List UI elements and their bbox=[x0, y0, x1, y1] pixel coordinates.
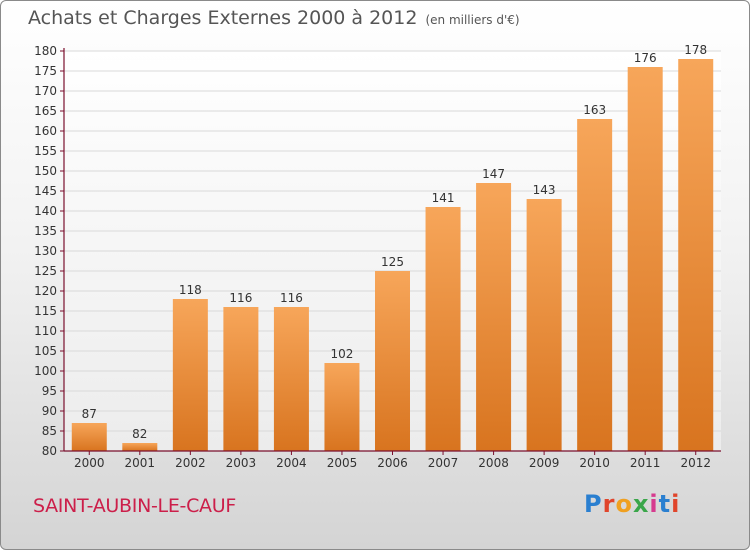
data-label: 87 bbox=[82, 407, 97, 421]
x-tick-label: 2009 bbox=[529, 456, 560, 470]
y-tick-label: 95 bbox=[42, 384, 57, 398]
x-tick-label: 2002 bbox=[175, 456, 206, 470]
y-tick-label: 115 bbox=[34, 304, 57, 318]
y-tick-label: 155 bbox=[34, 144, 57, 158]
chart-title-block: Achats et Charges Externes 2000 à 2012 (e… bbox=[28, 7, 520, 29]
data-label: 118 bbox=[179, 283, 202, 297]
bar bbox=[627, 67, 663, 451]
x-tick-label: 2003 bbox=[226, 456, 257, 470]
logo-letter: t bbox=[658, 490, 672, 518]
bar bbox=[324, 363, 360, 451]
logo-letter: o bbox=[615, 490, 633, 518]
bar bbox=[577, 119, 613, 451]
logo-letter: x bbox=[632, 490, 650, 518]
logo-letter: r bbox=[602, 490, 616, 518]
chart-unit: (en milliers d'€) bbox=[425, 13, 520, 27]
x-tick-label: 2004 bbox=[276, 456, 307, 470]
axes bbox=[60, 48, 721, 455]
proxiti-logo: Proxiti bbox=[584, 490, 680, 518]
y-tick-label: 90 bbox=[42, 404, 57, 418]
data-label: 176 bbox=[634, 51, 657, 65]
y-tick-label: 160 bbox=[34, 124, 57, 138]
x-tick-label: 2001 bbox=[125, 456, 156, 470]
x-tick-label: 2010 bbox=[579, 456, 610, 470]
y-tick-label: 80 bbox=[42, 444, 57, 458]
y-tick-label: 140 bbox=[34, 204, 57, 218]
y-tick-label: 145 bbox=[34, 184, 57, 198]
data-label: 116 bbox=[280, 291, 303, 305]
bars bbox=[71, 59, 714, 451]
y-tick-label: 165 bbox=[34, 104, 57, 118]
labels: 80 85 90 95 100 105 110 115 120 125 130 135 140 145 15… bbox=[34, 43, 711, 470]
y-tick-label: 120 bbox=[34, 284, 57, 298]
bar bbox=[273, 307, 309, 451]
logo-letter: P bbox=[584, 490, 603, 518]
chart-title: Achats et Charges Externes 2000 à 2012 bbox=[28, 7, 418, 29]
y-tick-label: 105 bbox=[34, 344, 57, 358]
y-tick-label: 85 bbox=[42, 424, 57, 438]
bar bbox=[476, 183, 512, 451]
bar bbox=[172, 299, 208, 451]
logo-letter: i bbox=[671, 490, 681, 518]
data-label: 178 bbox=[684, 43, 707, 57]
data-label: 82 bbox=[132, 427, 147, 441]
y-tick-label: 110 bbox=[34, 324, 57, 338]
data-label: 143 bbox=[533, 183, 556, 197]
bar bbox=[526, 199, 562, 451]
y-tick-label: 170 bbox=[34, 84, 57, 98]
x-tick-label: 2011 bbox=[630, 456, 661, 470]
data-label: 163 bbox=[583, 103, 606, 117]
x-tick-label: 2000 bbox=[74, 456, 105, 470]
x-tick-label: 2005 bbox=[327, 456, 358, 470]
y-tick-label: 175 bbox=[34, 64, 57, 78]
data-label: 147 bbox=[482, 167, 505, 181]
place-name: SAINT-AUBIN-LE-CAUF bbox=[33, 495, 236, 517]
y-tick-label: 180 bbox=[34, 44, 57, 58]
x-tick-label: 2006 bbox=[377, 456, 408, 470]
x-tick-label: 2012 bbox=[680, 456, 711, 470]
y-tick-label: 125 bbox=[34, 264, 57, 278]
y-tick-label: 135 bbox=[34, 224, 57, 238]
x-tick-label: 2008 bbox=[478, 456, 509, 470]
bar bbox=[71, 423, 107, 451]
logo-letter: i bbox=[649, 490, 659, 518]
data-label: 102 bbox=[331, 347, 354, 361]
data-label: 141 bbox=[432, 191, 455, 205]
bar bbox=[223, 307, 259, 451]
y-tick-label: 150 bbox=[34, 164, 57, 178]
bar bbox=[425, 207, 461, 451]
data-label: 116 bbox=[229, 291, 252, 305]
bar bbox=[375, 271, 410, 451]
x-tick-label: 2007 bbox=[428, 456, 459, 470]
y-tick-label: 100 bbox=[34, 364, 57, 378]
data-label: 125 bbox=[381, 255, 404, 269]
bar bbox=[122, 443, 158, 451]
y-tick-label: 130 bbox=[34, 244, 57, 258]
bar bbox=[678, 59, 714, 451]
